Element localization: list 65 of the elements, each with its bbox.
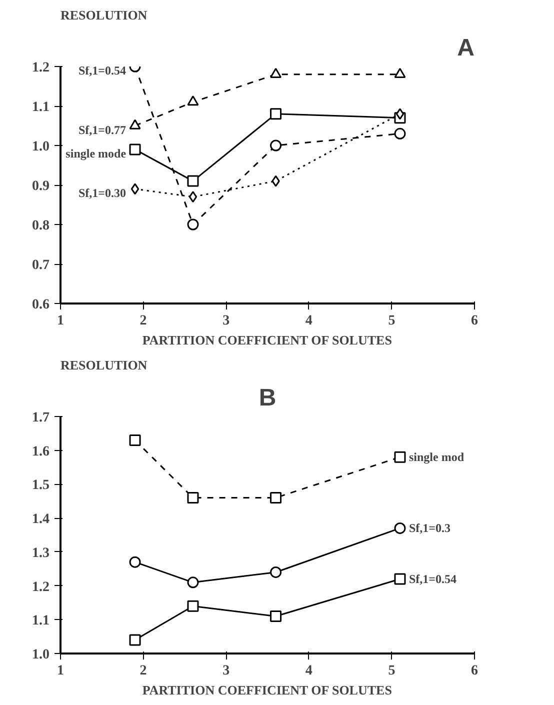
y-tick-label: 0.6 bbox=[32, 298, 50, 312]
point bbox=[272, 175, 280, 187]
series-label: single mode bbox=[66, 146, 127, 160]
point bbox=[396, 108, 404, 120]
y-tick-label: 1.2 bbox=[32, 60, 50, 76]
point bbox=[394, 522, 406, 534]
series-label: Sf,1=0.3 bbox=[408, 521, 450, 536]
y-tick-label: 0.8 bbox=[32, 218, 50, 234]
x-axis-title: PARTITION COEFFICIENT OF SOLUTES bbox=[142, 682, 392, 698]
chart-title: A bbox=[457, 34, 475, 62]
point bbox=[270, 566, 282, 578]
point bbox=[187, 600, 199, 612]
point bbox=[270, 492, 282, 504]
point bbox=[270, 68, 282, 78]
point bbox=[129, 556, 141, 568]
point bbox=[129, 434, 141, 446]
x-tick-label: 4 bbox=[305, 664, 312, 678]
y-tick-label: 1.5 bbox=[32, 478, 50, 494]
y-axis-title: RESOLUTION bbox=[60, 8, 148, 22]
x-tick-label: 1 bbox=[57, 314, 64, 328]
point bbox=[129, 144, 141, 156]
point bbox=[270, 610, 282, 622]
y-tick-label: 1.0 bbox=[32, 648, 50, 662]
x-axis-title: PARTITION COEFFICIENT OF SOLUTES bbox=[142, 332, 392, 348]
point bbox=[394, 128, 406, 140]
x-tick-label: 4 bbox=[305, 314, 312, 328]
series-label: Sf,1=0.54 bbox=[408, 572, 456, 586]
series-label: Sf,1=0.77 bbox=[78, 122, 126, 137]
series-label: Sf,1=0.30 bbox=[78, 186, 126, 200]
y-tick-label: 1.1 bbox=[32, 614, 50, 629]
y-tick-label: 0.9 bbox=[32, 179, 50, 194]
point bbox=[270, 140, 282, 152]
x-tick-label: 6 bbox=[471, 314, 478, 328]
point bbox=[187, 492, 199, 504]
x-tick-label: 2 bbox=[140, 314, 147, 328]
point bbox=[187, 218, 199, 230]
x-tick-label: 1 bbox=[57, 664, 64, 678]
point bbox=[187, 175, 199, 187]
point bbox=[188, 191, 198, 203]
point bbox=[394, 451, 406, 463]
y-tick-label: 1.7 bbox=[32, 410, 50, 426]
y-tick-label: 1.1 bbox=[32, 100, 50, 115]
x-tick-label: 2 bbox=[140, 664, 147, 678]
series-label: single mod bbox=[408, 450, 464, 464]
y-tick-label: 1.6 bbox=[32, 444, 50, 460]
point bbox=[270, 108, 282, 120]
x-tick-label: 6 bbox=[471, 664, 478, 678]
point bbox=[129, 634, 141, 646]
x-tick-label: 5 bbox=[388, 664, 396, 678]
point bbox=[394, 68, 406, 78]
point bbox=[130, 183, 140, 195]
point bbox=[129, 119, 141, 130]
point bbox=[187, 576, 199, 588]
x-tick-label: 5 bbox=[388, 314, 396, 328]
y-tick-label: 1.2 bbox=[32, 580, 50, 595]
y-tick-label: 1.4 bbox=[32, 512, 50, 528]
y-axis-title: RESOLUTION bbox=[60, 358, 148, 372]
x-tick-label: 3 bbox=[222, 314, 230, 328]
y-tick-label: 1.3 bbox=[32, 546, 50, 561]
chart-title: B bbox=[258, 384, 276, 412]
y-tick-label: 0.7 bbox=[32, 258, 50, 273]
x-tick-label: 3 bbox=[222, 664, 230, 678]
point bbox=[394, 573, 406, 585]
y-tick-label: 1.0 bbox=[32, 140, 50, 154]
point bbox=[187, 96, 199, 106]
